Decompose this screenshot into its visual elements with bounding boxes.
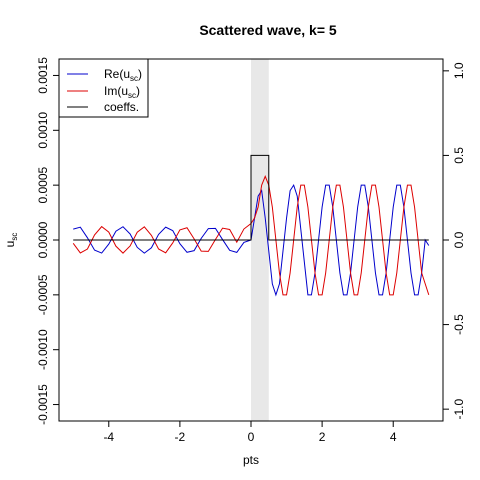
legend-label-re: Re(usc) bbox=[104, 67, 142, 83]
shaded-region bbox=[251, 59, 269, 421]
y-right-tick-label: 1.0 bbox=[452, 62, 466, 79]
x-tick-label: 2 bbox=[319, 430, 326, 444]
y-right-tick-label: 0.0 bbox=[452, 231, 466, 248]
chart-title: Scattered wave, k= 5 bbox=[199, 22, 337, 38]
y-left-tick-label: -0.0015 bbox=[36, 384, 50, 425]
series-line-coeffs bbox=[73, 154, 429, 241]
legend-label-coeffs: coeffs. bbox=[104, 100, 139, 114]
y-left-tick-label: -0.0010 bbox=[36, 329, 50, 370]
legend: Re(usc) Im(usc) coeffs. bbox=[58, 58, 149, 118]
y-left-tick-label: 0.0015 bbox=[36, 57, 50, 94]
y-right-tick-label: -0.5 bbox=[452, 314, 466, 335]
y-right-tick-label: 0.5 bbox=[452, 147, 466, 164]
legend-label-im: Im(usc) bbox=[104, 84, 140, 100]
y-axis-label-main: u bbox=[3, 241, 17, 248]
y-axis-label-sub: sc bbox=[10, 233, 19, 241]
y-left-tick-label: -0.0005 bbox=[36, 274, 50, 315]
svg-text:usc: usc bbox=[3, 233, 19, 248]
series-line-im bbox=[72, 175, 430, 296]
y-axis-label: usc bbox=[3, 233, 19, 248]
x-axis-label: pts bbox=[243, 453, 259, 467]
x-tick-label: 0 bbox=[248, 430, 255, 444]
y-left-tick-label: 0.0005 bbox=[36, 166, 50, 203]
x-tick-label: -2 bbox=[175, 430, 186, 444]
y-right-tick-label: -1.0 bbox=[452, 398, 466, 419]
y-left-tick-label: 0.0000 bbox=[36, 221, 50, 258]
y-left-tick-label: 0.0010 bbox=[36, 112, 50, 149]
x-tick-label: 4 bbox=[390, 430, 397, 444]
x-tick-label: -4 bbox=[103, 430, 114, 444]
plot-frame bbox=[58, 58, 444, 422]
series-line-re bbox=[73, 183, 430, 297]
